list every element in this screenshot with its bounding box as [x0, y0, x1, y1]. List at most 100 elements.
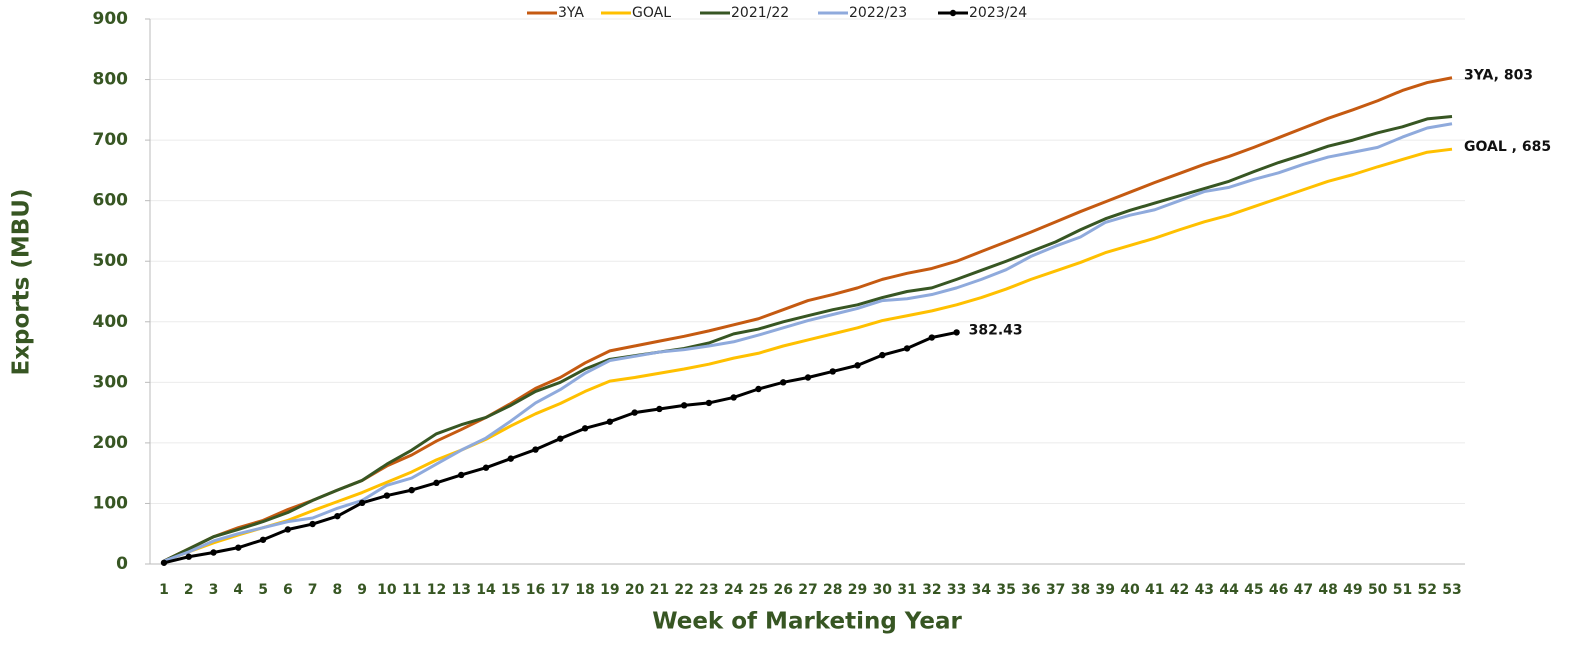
point [458, 471, 465, 479]
series-line [163, 115, 1453, 563]
point [259, 536, 267, 543]
x-tick-label: 4 [233, 582, 243, 598]
x-tick-label: 32 [922, 582, 941, 598]
point [235, 544, 242, 551]
end-label: 382.43 [969, 322, 1023, 338]
point [482, 464, 490, 471]
point [581, 425, 589, 432]
y-tick-label: 700 [93, 130, 129, 150]
x-tick-label: 37 [1046, 582, 1065, 598]
x-tick-label: 40 [1120, 582, 1140, 598]
x-tick-label: 36 [1021, 582, 1040, 598]
legend-label: 3YA [558, 5, 584, 21]
point [780, 379, 787, 386]
x-tick-label: 15 [501, 582, 520, 598]
point [829, 368, 836, 375]
x-tick-label: 19 [600, 582, 619, 598]
y-axis-title: Exports (MBU) [9, 189, 35, 376]
x-tick-label: 30 [873, 582, 893, 598]
point [309, 520, 316, 528]
series-line [163, 122, 1453, 563]
y-tick-label: 800 [93, 70, 129, 90]
point [334, 512, 341, 520]
x-tick-label: 28 [823, 582, 842, 598]
x-tick-label: 26 [773, 582, 792, 598]
x-tick-label: 45 [1244, 582, 1263, 598]
point [879, 351, 886, 359]
x-tick-label: 29 [848, 582, 867, 598]
y-tick-label: 200 [93, 433, 129, 453]
x-tick-label: 38 [1071, 582, 1090, 598]
x-tick-label: 31 [897, 582, 916, 598]
y-tick-label: 100 [93, 493, 129, 513]
x-tick-label: 41 [1145, 582, 1164, 598]
point [730, 394, 737, 401]
x-tick-label: 33 [947, 582, 966, 598]
x-tick-label: 48 [1318, 582, 1337, 598]
y-tick-label: 600 [93, 191, 129, 211]
x-tick-label: 20 [625, 582, 645, 598]
y-tick-label: 900 [93, 9, 129, 29]
x-tick-label: 35 [996, 582, 1015, 598]
x-tick-label: 7 [308, 582, 318, 598]
x-tick-label: 47 [1294, 582, 1313, 598]
point [383, 492, 391, 499]
legend-label: GOAL [632, 5, 671, 21]
point [854, 362, 861, 369]
y-tick-label: 0 [116, 554, 128, 574]
end-label: 3YA, 803 [1464, 68, 1533, 84]
point [606, 418, 614, 425]
point [532, 446, 539, 453]
x-tick-label: 11 [402, 582, 421, 598]
y-tick-label: 400 [93, 312, 129, 332]
x-tick-label: 50 [1368, 582, 1388, 598]
legend-label: 2021/22 [731, 5, 789, 21]
x-tick-label: 3 [209, 582, 219, 598]
legend-label: 2022/23 [849, 5, 907, 21]
point [680, 402, 688, 409]
y-tick-label: 300 [93, 372, 129, 392]
point [631, 409, 638, 416]
point [755, 385, 762, 393]
x-tick-label: 34 [972, 582, 992, 598]
x-tick-label: 25 [749, 582, 768, 598]
x-tick-label: 13 [451, 582, 470, 598]
series-line [163, 147, 1453, 563]
x-tick-label: 49 [1343, 582, 1362, 598]
x-tick-label: 53 [1442, 582, 1461, 598]
series-line [163, 330, 957, 565]
x-tick-label: 43 [1195, 582, 1214, 598]
x-tick-label: 12 [427, 582, 446, 598]
point [358, 499, 366, 507]
end-label: GOAL , 685 [1464, 139, 1551, 155]
point [557, 435, 564, 442]
legend-label: 2023/24 [969, 5, 1027, 21]
x-tick-label: 17 [551, 582, 570, 598]
x-tick-label: 44 [1219, 582, 1239, 598]
x-tick-label: 27 [798, 582, 817, 598]
point [408, 486, 415, 494]
x-tick-label: 42 [1170, 582, 1189, 598]
point [928, 334, 936, 341]
x-tick-label: 22 [674, 582, 693, 598]
legend-marker [949, 9, 957, 17]
point [160, 559, 168, 566]
y-tick-label: 500 [93, 251, 129, 271]
x-tick-label: 6 [283, 582, 293, 598]
x-tick-label: 52 [1417, 582, 1436, 598]
x-tick-label: 39 [1095, 582, 1114, 598]
point [210, 549, 217, 556]
x-tick-label: 14 [476, 582, 496, 598]
x-tick-label: 21 [650, 582, 669, 598]
point [953, 329, 960, 336]
point [804, 374, 812, 381]
x-axis-title: Week of Marketing Year [652, 609, 962, 635]
point [185, 553, 192, 560]
x-tick-label: 2 [184, 582, 194, 598]
point [284, 526, 292, 533]
x-tick-label: 5 [258, 582, 268, 598]
point [507, 455, 514, 462]
x-tick-label: 8 [333, 582, 343, 598]
x-tick-label: 10 [377, 582, 397, 598]
